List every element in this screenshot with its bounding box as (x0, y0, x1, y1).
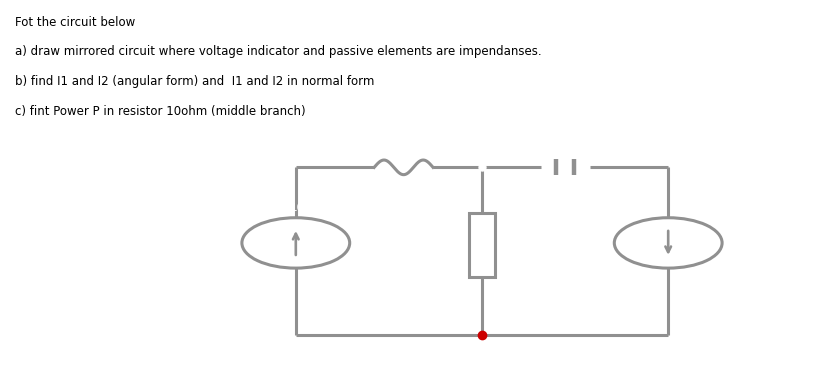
Text: 10mH: 10mH (386, 142, 420, 153)
Text: Fot the circuit below: Fot the circuit below (15, 15, 135, 29)
Text: c) fint Power P in resistor 10ohm (middle branch): c) fint Power P in resistor 10ohm (middl… (15, 105, 305, 119)
Text: 10Vcos(10^3t): 10Vcos(10^3t) (555, 202, 633, 212)
Text: a) draw mirrored circuit where voltage indicator and passive elements are impend: a) draw mirrored circuit where voltage i… (15, 45, 541, 59)
Text: 100μF: 100μF (552, 142, 586, 153)
Text: 10: 10 (504, 239, 519, 252)
Text: $I_2$: $I_2$ (560, 240, 574, 260)
Text: +: + (533, 172, 543, 185)
Text: 10Vsin(10^3t): 10Vsin(10^3t) (290, 202, 366, 212)
Text: b) find I1 and I2 (angular form) and  I1 and I2 in normal form: b) find I1 and I2 (angular form) and I1 … (15, 75, 374, 89)
Bar (468, 213, 495, 277)
Text: $t_1$: $t_1$ (356, 235, 371, 255)
